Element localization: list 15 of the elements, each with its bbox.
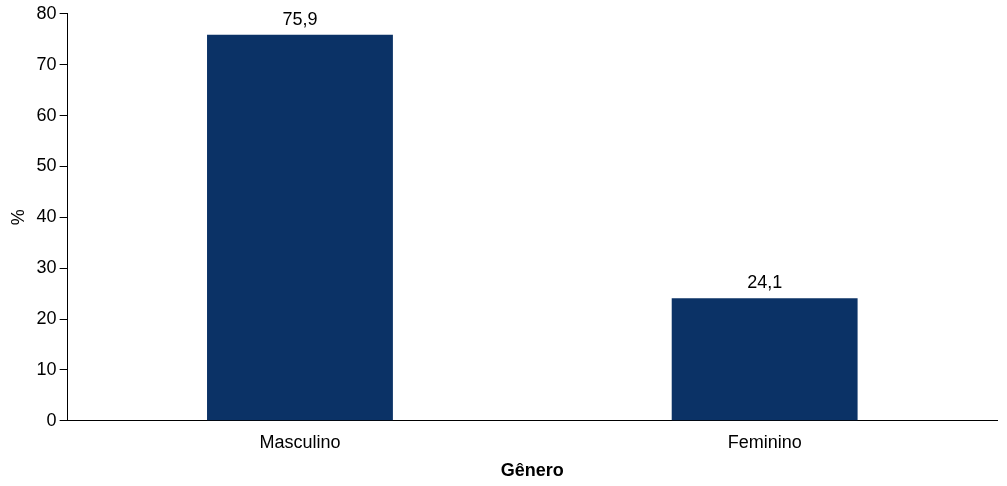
x-tick-label: Masculino — [259, 431, 341, 452]
y-tick-label: 70 — [36, 53, 57, 74]
y-tick-label: 30 — [36, 257, 57, 278]
y-tick-label: 60 — [36, 104, 57, 125]
y-tick-label: 20 — [36, 308, 57, 329]
y-tick-label: 40 — [36, 206, 57, 227]
x-tick-label: Feminino — [727, 431, 802, 452]
y-tick-label: 50 — [36, 155, 57, 176]
y-axis-title: % — [7, 209, 28, 226]
data-label: 24,1 — [747, 272, 783, 293]
y-tick-label: 0 — [46, 409, 57, 430]
data-label: 75,9 — [282, 8, 318, 29]
y-tick-label: 80 — [36, 2, 57, 23]
y-tick-label: 10 — [36, 358, 57, 379]
x-axis-title: Gênero — [500, 460, 564, 481]
